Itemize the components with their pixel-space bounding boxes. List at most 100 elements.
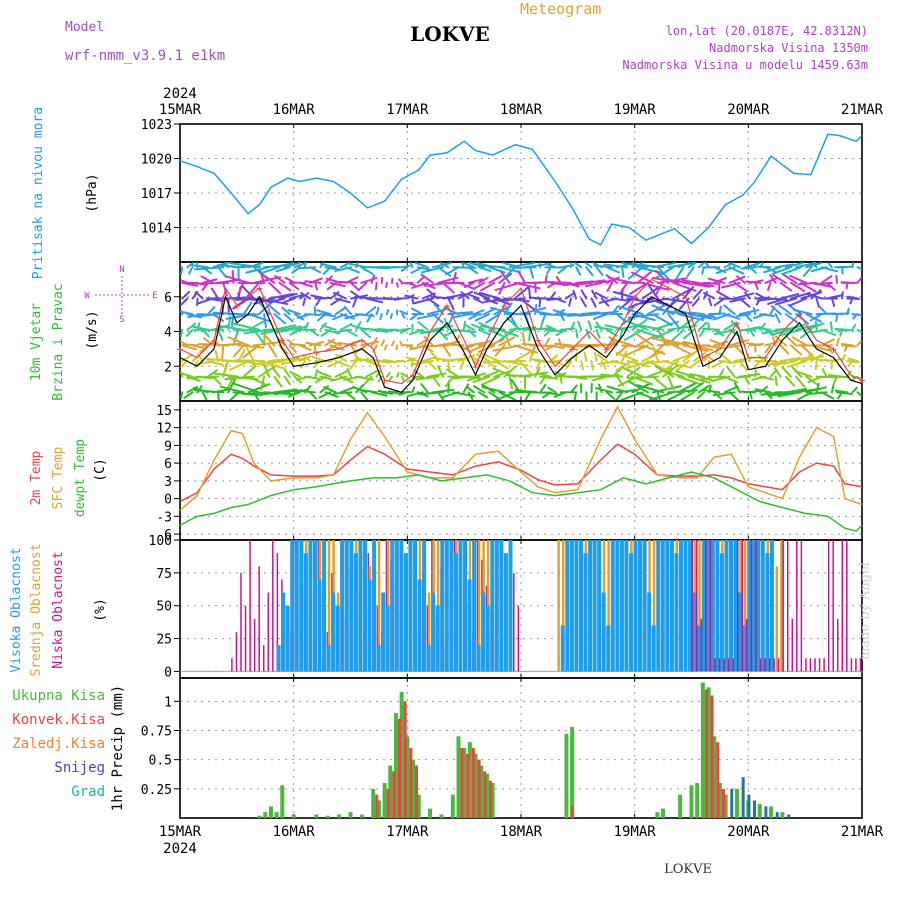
wind-arrow [661,360,680,373]
wind-arrow [360,391,369,401]
wind-arrow [180,297,189,306]
wind-arrow [595,387,613,394]
wind-arrow [390,340,395,347]
wind-arrow [447,311,474,316]
wind-arrow [488,338,505,347]
wind-arrow [769,274,777,284]
y-tick-label: 12 [156,422,172,437]
cloud-bar [786,540,789,672]
wind-arrow [590,360,594,371]
wind-arrow [827,312,844,316]
wind-arrow [598,297,619,304]
model-label: Model [65,20,105,35]
cloud-bar [652,540,656,672]
wind-arrow [835,313,838,323]
wind-arrow [193,266,225,271]
wind-arrow [389,313,393,320]
wind-arrow [196,297,199,307]
wind-arrow [370,274,376,284]
cloud-bar [691,540,693,672]
precip-total-bar [780,812,785,818]
wind-arrow [354,295,373,300]
wind-arrow [513,350,533,363]
precip-conv-bar [386,788,390,818]
wind-arrow [453,313,470,319]
wind-arrow [193,389,225,394]
cloud-bar [765,553,770,672]
cloud-bar [809,658,812,672]
wind-arrow [851,386,858,394]
wind-arrow [229,391,240,401]
wind-arrow [819,305,828,316]
wind-arrow [334,266,353,272]
wind-arrow [477,266,492,272]
cloud-bar [331,592,336,672]
wind-arrow [443,317,450,331]
wind-arrow [332,391,353,395]
cloud-bar [727,658,730,672]
precip-total-bar [450,794,455,818]
wind-arrow [636,270,653,284]
precip-total-bar [678,794,683,818]
cloud-bar [755,540,757,672]
cloud-bar [647,592,652,672]
date-label-top: 20MAR [727,102,770,118]
wind-arrow [329,291,340,300]
cloud-bar [258,566,260,672]
wind-arrow [268,305,281,316]
wind-arrow [462,320,467,331]
wind-arrow [513,286,529,300]
wind-arrow [268,292,295,300]
wind-arrow [481,385,506,394]
cloud-bar [709,540,712,672]
wind-arrow [405,356,419,363]
wind-arrow [242,301,253,316]
cloud-unit: (%) [93,598,108,621]
wind-arrow [488,275,503,284]
wind-arrow [258,269,266,284]
wind-arrow [467,278,484,284]
wind-arrow [399,310,409,316]
wind-arrow [542,391,552,399]
cloud-bar [624,540,629,672]
wind-arrow [262,266,281,274]
wind-arrow [259,391,281,396]
dir-legend-s: S [119,315,124,325]
wind-arrow [557,266,567,275]
wind-arrow [365,360,382,367]
wind-arrow [555,328,567,337]
precip-total-bar [325,815,330,818]
cloud-bar [427,592,431,672]
wind-arrow [577,313,598,317]
cloud-bar [698,540,701,672]
wind-gust-marker: + [603,343,610,356]
wind-arrow [554,342,573,347]
cloud-bar [615,540,620,672]
wind-arrow [633,263,665,269]
wind-arrow [320,328,332,337]
wind-arrow [552,309,567,316]
wind-arrow [234,359,266,363]
wind-arrow [754,281,759,290]
wind-arrow [846,307,850,316]
wind-arrow [689,360,700,369]
precip-total-bar [388,765,393,818]
wind-arrow [718,352,731,363]
wind-arrow [774,263,794,269]
wind-arrow [276,337,286,347]
wind-arrow [719,344,741,350]
cloud-bar [413,540,418,672]
wind-arrow [237,281,245,296]
wind-arrow [529,266,535,279]
wind-arrow [478,291,501,300]
wind-arrow [820,275,833,284]
wind-arrow [293,325,309,331]
cloud-bar [561,540,565,672]
wind-arrow [433,303,445,316]
cloud-bar [476,645,481,672]
cloud-bar [642,540,647,672]
wind-arrow [702,389,721,394]
wind-arrow [539,375,559,380]
wind-arrow [329,281,346,288]
wind-arrow [774,375,778,386]
